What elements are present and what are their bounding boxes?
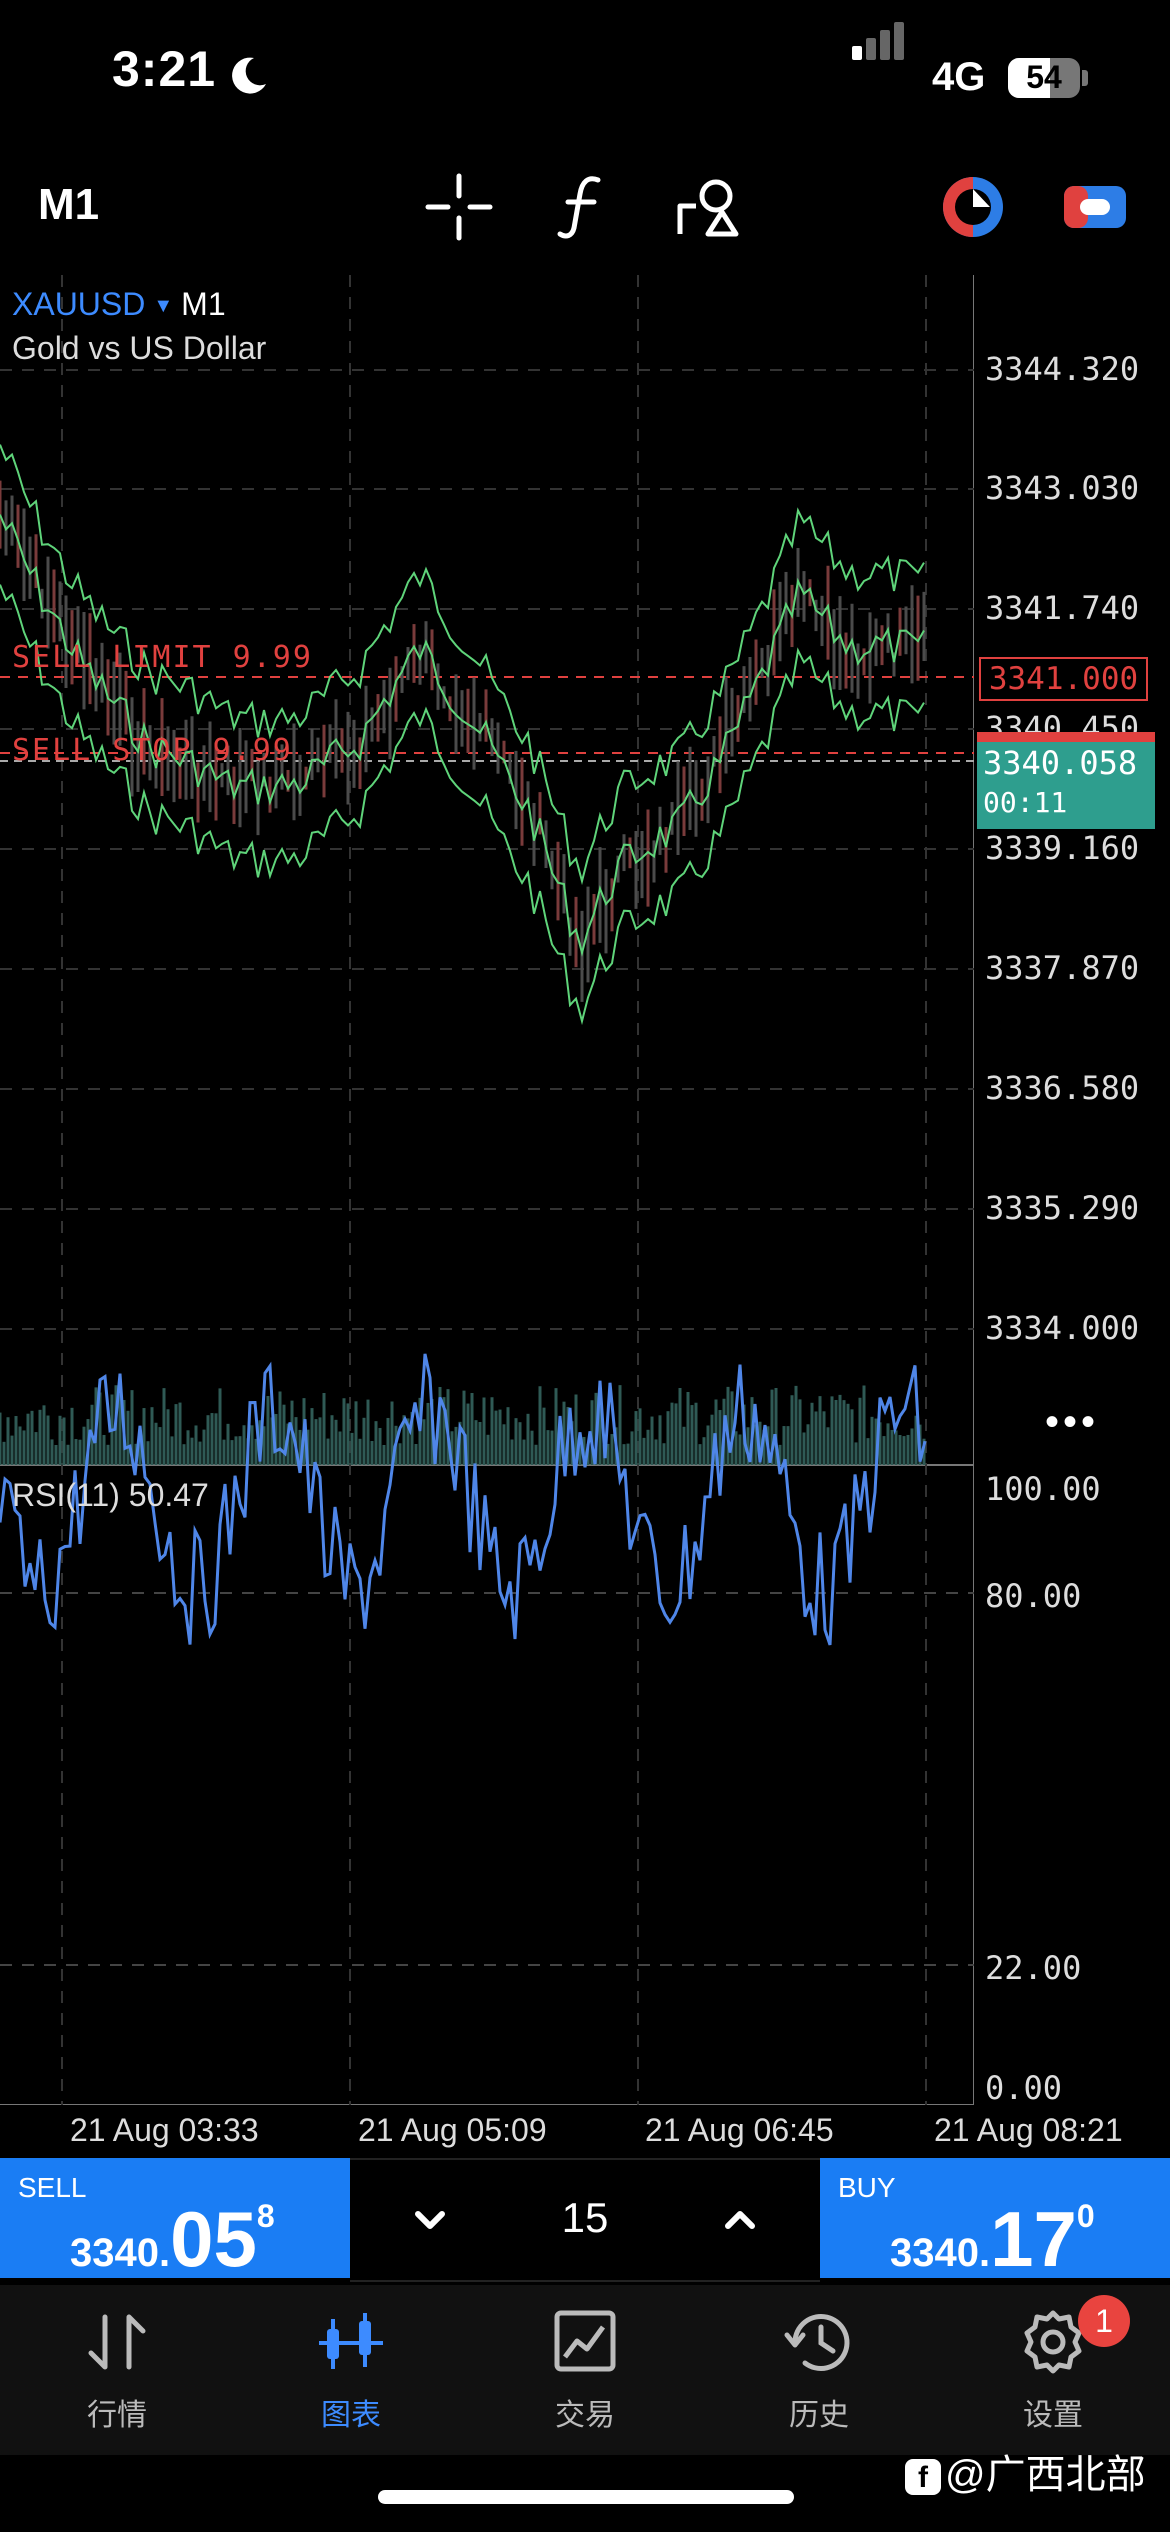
sell-button[interactable]: SELL 3340.058 [0, 2158, 350, 2283]
rsi-axis-label: 100.00 [985, 1470, 1101, 1508]
bottom-nav: 行情 图表 交易 历史 [0, 2285, 1170, 2455]
toggle-icon[interactable] [1060, 172, 1130, 242]
sell-price: 3340.058 [70, 2195, 275, 2283]
rsi-axis-label: 0.00 [985, 2069, 1063, 2107]
color-icon[interactable] [938, 172, 1008, 242]
symbol-description: Gold vs US Dollar [12, 330, 267, 366]
chevron-down-icon[interactable] [400, 2190, 460, 2250]
price-axis-label: 3337.870 [985, 949, 1140, 987]
price-axis-label: 3335.290 [985, 1189, 1140, 1227]
symbol-header[interactable]: XAUUSD ▼ M1 [12, 286, 226, 323]
price-axis-label: 3344.320 [985, 350, 1140, 388]
rsi-label: RSI(11) 50.47 [12, 1477, 209, 1513]
notification-badge: 1 [1078, 2295, 1130, 2347]
buy-button[interactable]: BUY 3340.170 [820, 2158, 1170, 2283]
chart-icon [319, 2313, 383, 2369]
volume-value[interactable]: 15 [561, 2194, 609, 2241]
time-axis-label: 21 Aug 05:09 [358, 2112, 547, 2148]
chevron-up-icon[interactable] [710, 2190, 770, 2250]
nav-history[interactable]: 历史 [702, 2285, 936, 2455]
price-axis-label: 3334.000 [985, 1309, 1140, 1347]
time-axis-label: 21 Aug 03:33 [70, 2112, 259, 2148]
buy-title: BUY [838, 2172, 896, 2203]
battery-level: 54 [1026, 59, 1062, 95]
price-axis-label: 3343.030 [985, 469, 1140, 507]
price-axis-label: 3336.580 [985, 1069, 1140, 1107]
battery-tip [1082, 70, 1088, 86]
bollinger-lower [0, 584, 925, 1026]
sell-title: SELL [18, 2172, 87, 2203]
nav-settings[interactable]: 设置 [936, 2285, 1170, 2455]
nav-trade[interactable]: 交易 [468, 2285, 702, 2455]
quotes-icon [88, 2314, 146, 2370]
shapes-icon[interactable] [672, 172, 742, 242]
sell-limit-label[interactable]: SELL LIMIT 9.99 [12, 640, 313, 675]
time-axis-label: 21 Aug 08:21 [934, 2112, 1123, 2148]
price-axis-label: 3339.160 [985, 829, 1140, 867]
rsi-line [0, 1353, 927, 1646]
rsi-axis-label: 22.00 [985, 1949, 1082, 1987]
function-icon[interactable] [548, 172, 618, 242]
nav-chart[interactable]: 图表 [234, 2285, 468, 2455]
sell-limit-price: 3341.000 [979, 657, 1148, 701]
timeframe-button[interactable]: M1 [38, 180, 100, 229]
settings-icon [1024, 2310, 1082, 2374]
volume-control: 15 [350, 2158, 820, 2282]
symbol-name[interactable]: XAUUSD [12, 286, 146, 322]
history-icon [784, 2314, 850, 2371]
more-options-icon[interactable]: ••• [1045, 1400, 1100, 1444]
crosshair-icon[interactable] [424, 172, 494, 242]
bar-countdown: 00:11 [983, 786, 1068, 819]
rsi-axis-label: 80.00 [985, 1577, 1082, 1615]
current-price: 3340.058 [983, 744, 1138, 782]
price-chart[interactable] [0, 275, 974, 2105]
sell-stop-label[interactable]: SELL STOP 9.99 [12, 733, 293, 768]
home-indicator [378, 2490, 794, 2504]
moon-icon [232, 57, 266, 94]
trade-icon [554, 2310, 616, 2372]
time-axis-label: 21 Aug 06:45 [645, 2112, 834, 2148]
buy-price: 3340.170 [890, 2195, 1095, 2283]
dropdown-triangle-icon[interactable]: ▼ [153, 295, 174, 318]
bollinger-upper [0, 444, 925, 886]
bollinger-middle [0, 514, 925, 957]
price-axis-label: 3341.740 [985, 589, 1140, 627]
watermark: f @广西北部 [905, 2442, 1146, 2500]
network-type: 4G [932, 55, 986, 99]
symbol-timeframe: M1 [181, 286, 226, 322]
status-time: 3:21 [112, 41, 217, 97]
current-price-box: 3340.058 00:11 [977, 734, 1155, 829]
nav-quotes[interactable]: 行情 [0, 2285, 234, 2455]
ask-price-marker [977, 732, 1155, 742]
battery-icon: 54 [1008, 58, 1080, 98]
